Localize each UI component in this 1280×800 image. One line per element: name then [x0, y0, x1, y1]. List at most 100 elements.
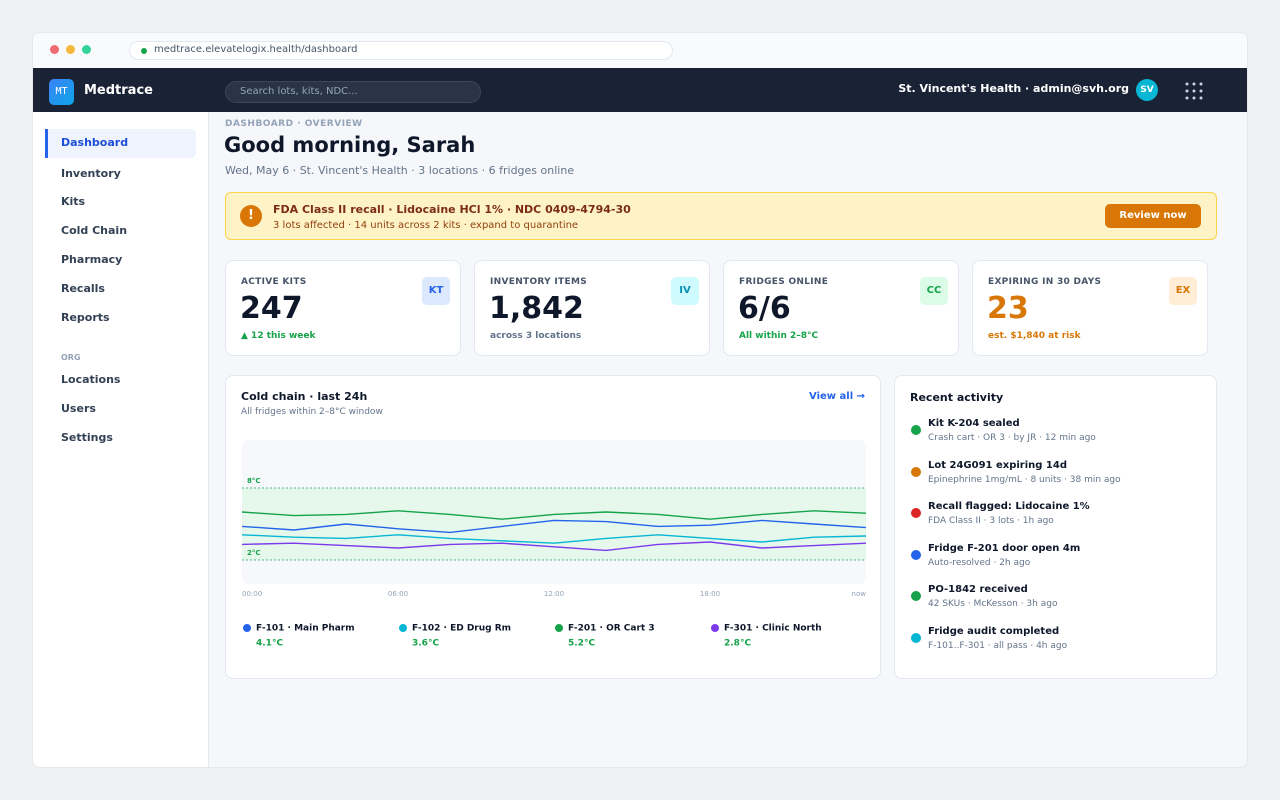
stat-card: ACTIVE KITS KT 247 ▲ 12 this week — [225, 260, 461, 356]
nav-item[interactable]: Locations — [61, 373, 121, 386]
legend-name: F-102 · ED Drug Rm — [412, 624, 511, 634]
activity-title: Fridge audit completed — [928, 626, 1060, 637]
legend-dot — [711, 624, 719, 632]
nav-item[interactable]: Kits — [61, 195, 86, 208]
x-tick-label: 18:00 — [700, 590, 720, 598]
apps-icon[interactable] — [1183, 80, 1205, 102]
stat-label: ACTIVE KITS — [241, 277, 307, 287]
legend-dot — [399, 624, 407, 632]
stat-badge: CC — [920, 277, 948, 305]
alert-icon: ! — [240, 205, 262, 227]
card-subtitle: All fridges within 2–8°C window — [241, 407, 383, 417]
nav-item[interactable]: Cold Chain — [61, 224, 128, 237]
legend-reading: 4.1°C — [256, 639, 283, 649]
legend-name: F-201 · OR Cart 3 — [568, 624, 655, 634]
activity-title: Recall flagged: Lidocaine 1% — [928, 501, 1090, 513]
brand[interactable]: Medtrace — [84, 83, 153, 98]
x-tick-label: 00:00 — [242, 590, 262, 598]
activity-title: PO-1842 received — [928, 584, 1028, 596]
page-subtitle: Wed, May 6 · St. Vincent's Health · 3 lo… — [225, 164, 575, 177]
breadcrumb: DASHBOARD · OVERVIEW — [225, 119, 363, 129]
activity-title: Kit K-204 sealed — [928, 418, 1020, 429]
legend-dot — [243, 624, 251, 632]
legend-reading: 2.8°C — [724, 639, 751, 649]
card-title: Cold chain · last 24h — [241, 390, 368, 403]
activity-detail: 42 SKUs · McKesson · 3h ago — [928, 599, 1058, 610]
legend-name: F-301 · Clinic North — [724, 624, 822, 634]
nav-item[interactable]: Users — [61, 402, 96, 415]
threshold-label: 8°C — [247, 477, 261, 485]
stat-value: 6/6 — [738, 291, 791, 326]
stat-card: INVENTORY ITEMS IV 1,842 across 3 locations — [474, 260, 710, 356]
secure-dot — [141, 48, 147, 54]
series-line — [241, 510, 867, 520]
stat-card: FRIDGES ONLINE CC 6/6 All within 2–8°C — [723, 260, 959, 356]
activity-detail: Auto-resolved · 2h ago — [928, 557, 1031, 568]
org-user: St. Vincent's Health · admin@svh.org — [898, 82, 1129, 95]
stat-note: ▲ 12 this week — [241, 331, 316, 341]
topbar: MT Medtrace Search lots, kits, NDC... St… — [33, 68, 1247, 112]
activity-detail: Crash cart · OR 3 · by JR · 12 min ago — [928, 433, 1096, 443]
minimize-dot[interactable] — [66, 45, 75, 54]
x-tick-label: now — [852, 590, 867, 598]
alert-detail: 3 lots affected · 14 units across 2 kits… — [273, 220, 579, 231]
activity-dot — [911, 466, 921, 477]
activity-dot — [911, 591, 921, 602]
nav-item[interactable]: Inventory — [61, 167, 121, 180]
cold-chain-chart: 2°C 8°C 00:00 06:00 12:00 18:00 now F-101 · Mai… — [241, 440, 867, 649]
stat-label: EXPIRING IN 30 DAYS — [988, 277, 1102, 287]
activity-detail: FDA Class II · 3 lots · 1h ago — [928, 516, 1054, 527]
avatar[interactable]: SV — [1136, 79, 1158, 101]
legend-dot — [555, 624, 563, 632]
legend-reading: 3.6°C — [412, 639, 439, 649]
stat-note: All within 2–8°C — [739, 331, 819, 341]
maximize-dot[interactable] — [82, 45, 91, 54]
activity-card: Recent activity Kit K-204 sealed Crash ca… — [894, 375, 1217, 679]
nav-item[interactable]: Recalls — [61, 282, 105, 295]
activity-dot — [911, 633, 921, 643]
legend-reading: 5.2°C — [568, 639, 595, 649]
activity-dot — [911, 425, 921, 435]
review-button[interactable]: Review now — [1105, 204, 1201, 228]
url: medtrace.elevatelogix.health/dashboard — [154, 44, 358, 55]
stat-badge: KT — [422, 277, 450, 305]
threshold-label: 2°C — [247, 549, 261, 557]
logo[interactable]: MT — [49, 79, 74, 105]
safe-band — [242, 488, 866, 560]
search[interactable]: Search lots, kits, NDC... — [225, 81, 481, 103]
nav-item[interactable]: Reports — [61, 311, 110, 324]
stat-label: INVENTORY ITEMS — [490, 277, 587, 287]
nav-section: ORG — [61, 353, 81, 362]
stat-value: 1,842 — [489, 291, 584, 326]
sidebar: Dashboard Inventory Kits Cold Chain Pharmacy… — [33, 112, 209, 767]
nav-item[interactable]: Settings — [61, 431, 113, 444]
x-tick-label: 06:00 — [388, 590, 408, 598]
stat-note: est. $1,840 at risk — [988, 331, 1081, 341]
series-line — [241, 541, 867, 552]
activity-title: Fridge F-201 door open 4m — [928, 542, 1081, 554]
activity-detail: Epinephrine 1mg/mL · 8 units · 38 min ag… — [928, 474, 1121, 485]
close-dot[interactable] — [50, 45, 59, 54]
legend-name: F-101 · Main Pharm — [256, 624, 355, 634]
stat-badge: IV — [671, 277, 699, 305]
stat-value: 23 — [987, 291, 1029, 326]
activity-dot — [911, 508, 921, 519]
cold-chain-card: Cold chain · last 24h All fridges within… — [225, 375, 881, 679]
page-title: Good morning, Sarah — [224, 133, 476, 157]
url-bar[interactable]: medtrace.elevatelogix.health/dashboard — [129, 41, 673, 60]
activity-title: Lot 24G091 expiring 14d — [928, 459, 1067, 471]
alert-title: FDA Class II recall · Lidocaine HCl 1% ·… — [273, 203, 631, 216]
active-nav-bg — [45, 129, 196, 158]
nav-item[interactable]: Dashboard — [61, 136, 129, 149]
activity-title: Recent activity — [910, 391, 1004, 404]
series-line — [241, 519, 867, 534]
stat-note: across 3 locations — [490, 331, 582, 341]
series-line — [241, 534, 867, 544]
nav-item[interactable]: Pharmacy — [61, 253, 123, 266]
browser-window: medtrace.elevatelogix.health/dashboard M… — [32, 32, 1248, 768]
view-all-link[interactable]: View all → — [809, 391, 865, 402]
stat-card: EXPIRING IN 30 DAYS EX 23 est. $1,840 at ri… — [972, 260, 1208, 356]
recall-alert: ! FDA Class II recall · Lidocaine HCl 1%… — [225, 192, 1217, 240]
activity-detail: F-101..F-301 · all pass · 4h ago — [928, 641, 1068, 651]
